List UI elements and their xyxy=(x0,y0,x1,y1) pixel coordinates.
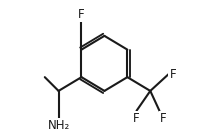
Text: F: F xyxy=(78,8,85,21)
Text: F: F xyxy=(160,112,167,125)
Text: F: F xyxy=(169,68,176,81)
Text: NH₂: NH₂ xyxy=(48,119,70,132)
Text: F: F xyxy=(133,112,140,125)
